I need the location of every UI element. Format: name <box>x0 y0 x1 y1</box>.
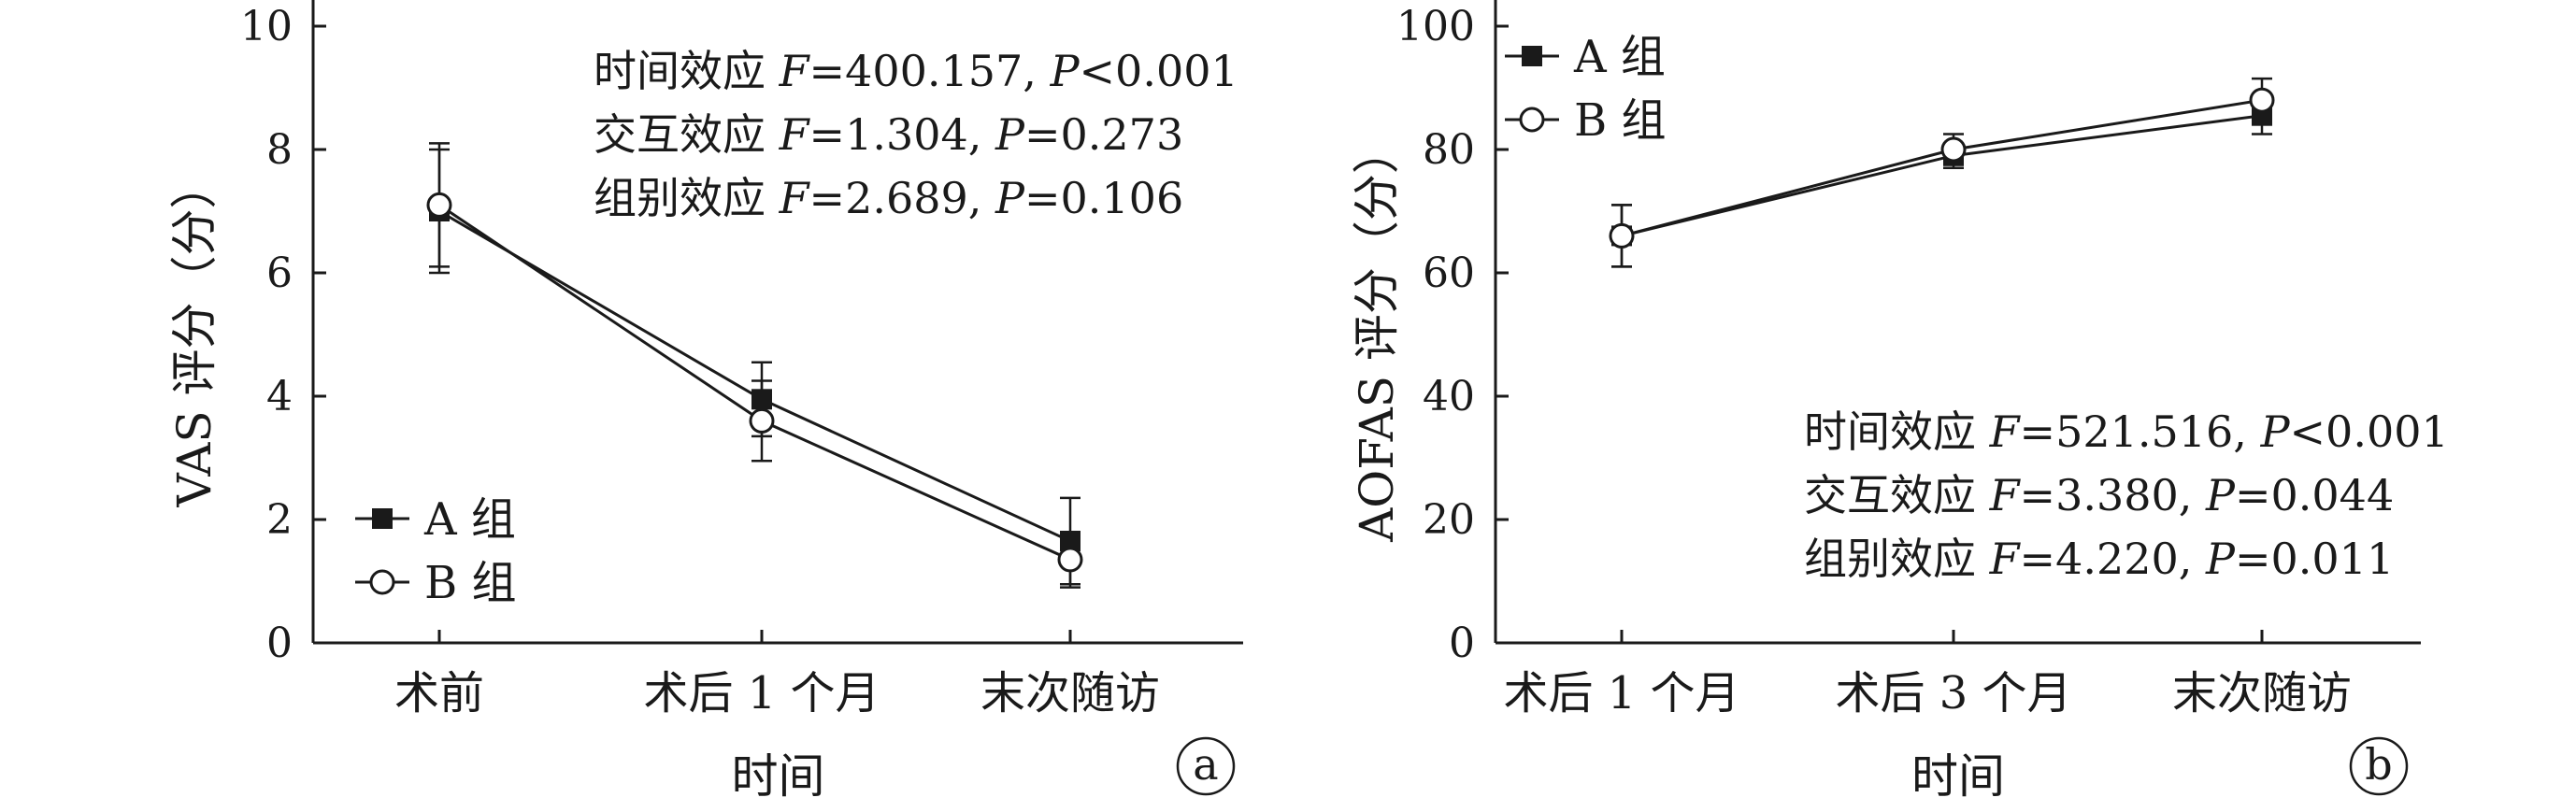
stat-text-part: <0.001 <box>2290 406 2449 457</box>
stat-annotation: 组别效应 F=4.220, P=0.011 <box>1804 534 2394 584</box>
data-point-circle <box>1057 547 1083 573</box>
x-tick-label: 术后 1 个月 <box>1503 667 1739 719</box>
panel-label: b <box>2365 739 2392 790</box>
y-tick-label: 20 <box>1423 496 1475 544</box>
stat-text-part: =4.220, <box>2020 534 2206 584</box>
y-tick-label: 60 <box>1423 249 1475 297</box>
stat-text-part: 组别效应 <box>1804 534 1990 584</box>
legend-marker-circle <box>369 569 395 595</box>
data-point-circle <box>2249 87 2275 113</box>
y-tick-label: 2 <box>266 496 293 544</box>
stat-symbol: F <box>1989 470 2022 520</box>
y-tick-label: 6 <box>266 249 293 297</box>
stat-symbol: P <box>1050 46 1080 96</box>
y-tick-label: 80 <box>1423 126 1475 174</box>
stat-symbol: F <box>779 173 811 223</box>
y-axis-title: AOFAS 评分（分） <box>1350 127 1404 543</box>
y-tick-label: 100 <box>1396 3 1475 50</box>
panel-label: a <box>1193 739 1218 790</box>
panel-label-circle <box>1176 736 1236 796</box>
x-tick-label: 术前 <box>394 667 484 719</box>
stat-annotation: 时间效应 F=521.516, P<0.001 <box>1804 406 2449 457</box>
legend-label: B 组 <box>424 557 517 609</box>
legend-marker-circle <box>1519 107 1545 133</box>
y-tick-label: 4 <box>266 373 293 420</box>
stat-annotation: 交互效应 F=1.304, P=0.273 <box>594 109 1183 160</box>
stat-symbol: P <box>2205 534 2236 584</box>
stat-symbol: P <box>995 109 1025 160</box>
panel-label-circle <box>2349 736 2409 796</box>
stat-text-part: =521.516, <box>2020 406 2261 457</box>
data-point-circle <box>749 407 775 434</box>
data-point-square <box>751 389 772 410</box>
y-tick-label: 0 <box>1449 620 1475 667</box>
y-axis-title: VAS 评分（分） <box>167 163 222 508</box>
legend-marker-square <box>372 508 393 529</box>
x-tick-label: 术后 1 个月 <box>643 667 880 719</box>
x-tick-label: 末次随访 <box>2172 667 2352 719</box>
y-tick-label: 0 <box>266 620 293 667</box>
stat-text-part: 交互效应 <box>1804 470 1990 520</box>
stat-text-part: <0.001 <box>1080 46 1238 96</box>
stat-text-part: =400.157, <box>809 46 1051 96</box>
x-tick-label: 末次随访 <box>980 667 1160 719</box>
data-point-square <box>1060 531 1080 552</box>
stat-text-part: =0.273 <box>1024 109 1183 160</box>
stat-annotation: 时间效应 F=400.157, P<0.001 <box>594 46 1238 96</box>
stat-symbol: F <box>1989 534 2022 584</box>
series-line-a <box>438 209 1071 543</box>
legend-marker-square <box>1522 46 1542 66</box>
stat-symbol: P <box>2205 470 2236 520</box>
y-tick-label: 10 <box>240 3 293 50</box>
x-axis-title: 时间 <box>1911 749 2005 804</box>
data-point-circle <box>1940 136 1967 163</box>
stat-text-part: 时间效应 <box>594 46 780 96</box>
legend-label: A 组 <box>423 493 516 546</box>
stat-symbol: F <box>779 109 811 160</box>
stat-text-part: =0.011 <box>2235 534 2394 584</box>
series-line-a <box>1621 114 2263 237</box>
y-tick-label: 40 <box>1423 373 1475 420</box>
stat-symbol: P <box>2260 406 2291 457</box>
legend-label: B 组 <box>1574 94 1667 147</box>
stat-symbol: F <box>779 46 811 96</box>
x-tick-label: 术后 3 个月 <box>1835 667 2071 719</box>
stat-text-part: =0.044 <box>2235 470 2394 520</box>
stat-symbol: F <box>1989 406 2022 457</box>
legend-label: A 组 <box>1573 31 1666 83</box>
stat-annotation: 交互效应 F=3.380, P=0.044 <box>1804 470 2394 520</box>
stat-text-part: 时间效应 <box>1804 406 1990 457</box>
stat-symbol: P <box>995 173 1025 223</box>
stat-text-part: =1.304, <box>809 109 995 160</box>
series-line-b <box>438 204 1071 562</box>
stat-text-part: 交互效应 <box>594 109 780 160</box>
stat-text-part: =2.689, <box>809 173 995 223</box>
stat-annotation: 组别效应 F=2.689, P=0.106 <box>594 173 1183 223</box>
stat-text-part: =3.380, <box>2020 470 2206 520</box>
series-line-b <box>1621 98 2263 237</box>
stat-text-part: 组别效应 <box>594 173 780 223</box>
x-axis-title: 时间 <box>732 749 825 804</box>
stat-text-part: =0.106 <box>1024 173 1183 223</box>
data-point-circle <box>426 192 452 218</box>
y-tick-label: 8 <box>266 126 293 174</box>
data-point-circle <box>1609 222 1635 249</box>
